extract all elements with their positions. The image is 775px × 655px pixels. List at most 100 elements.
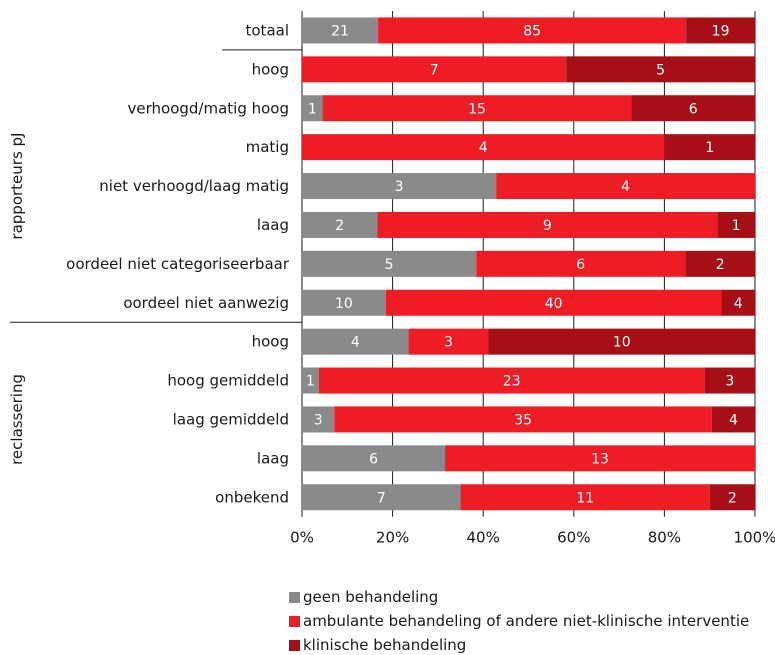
bar-segment [385, 289, 722, 316]
bar-value-label: 40 [545, 296, 563, 312]
bar-value-label: 10 [613, 335, 631, 351]
bar-segment [377, 211, 718, 238]
bar-value-label: 4 [351, 335, 360, 351]
x-tick-label: 100% [734, 529, 775, 547]
bar-segment [685, 250, 755, 277]
bar-value-label: 2 [335, 218, 344, 234]
x-tick-label: 20% [376, 529, 409, 547]
category-label: hoog [252, 333, 289, 351]
bar-value-label: 4 [734, 296, 743, 312]
x-tick-label: 80% [648, 529, 681, 547]
legend-swatch-ambulante-behandeling [289, 616, 300, 627]
legend-item-geen-behandeling: geen behandeling [289, 587, 438, 607]
bar-value-label: 3 [444, 335, 453, 351]
bar-segment [302, 134, 665, 161]
legend-label-ambulante-behandeling: ambulante behandeling of andere niet-kli… [303, 612, 750, 630]
legend-item-klinische-behandeling: klinische behandeling [289, 635, 466, 655]
bar-segment [302, 56, 567, 83]
bar-segment [717, 211, 755, 238]
x-tick-label: 40% [467, 529, 500, 547]
bar-segment [408, 328, 489, 355]
legend-item-ambulante-behandeling: ambulante behandeling of andere niet-kli… [289, 611, 749, 631]
bar-segment [721, 289, 755, 316]
legend-label-geen-behandeling: geen behandeling [303, 588, 439, 606]
bar-segment [709, 484, 755, 511]
bar-segment [302, 250, 477, 277]
bar-value-label: 5 [385, 257, 394, 273]
bar-value-label: 35 [514, 412, 532, 428]
category-label: oordeel niet aanwezig [123, 294, 289, 312]
bar-segment [378, 17, 687, 44]
bar-segment [476, 250, 686, 277]
legend-swatch-klinische-behandeling [289, 640, 300, 651]
bar-segment [445, 445, 755, 472]
bar-value-label: 11 [576, 490, 594, 506]
category-label: onbekend [215, 488, 289, 506]
bar-value-label: 4 [729, 412, 738, 428]
category-label: laag [257, 216, 289, 234]
bar-segment [488, 328, 755, 355]
bar-segment [302, 17, 379, 44]
group-label: rapporteurs pJ [8, 133, 26, 240]
bar-segment [302, 367, 319, 394]
bar-value-label: 23 [503, 374, 521, 390]
category-label: laag gemiddeld [173, 410, 289, 428]
x-tick-label: 0% [290, 529, 314, 547]
bar-value-label: 4 [621, 179, 630, 195]
category-label: hoog [252, 60, 289, 78]
bar-value-label: 3 [725, 374, 734, 390]
bar-segment [322, 95, 632, 122]
legend-swatch-geen-behandeling [289, 592, 300, 603]
category-label: totaal [246, 21, 290, 39]
bar-segment [460, 484, 710, 511]
bar-segment [302, 289, 386, 316]
bar-value-label: 10 [335, 296, 353, 312]
bar-segment [302, 211, 378, 238]
bar-value-label: 9 [543, 218, 552, 234]
bar-value-label: 85 [523, 23, 541, 39]
legend-label-klinische-behandeling: klinische behandeling [303, 636, 467, 654]
bar-segment [302, 95, 323, 122]
bar-value-label: 7 [430, 62, 439, 78]
bar-value-label: 2 [728, 490, 737, 506]
bar-segment [686, 17, 755, 44]
bar-value-label: 21 [331, 23, 349, 39]
bar-value-label: 1 [306, 374, 315, 390]
category-label: niet verhoogd/laag matig [99, 177, 289, 195]
bar-segment [664, 134, 755, 161]
category-label: laag [257, 449, 289, 467]
bar-value-label: 4 [479, 140, 488, 156]
category-label: oordeel niet categoriseerbaar [66, 255, 290, 273]
bar-value-label: 1 [308, 101, 317, 117]
bar-value-label: 15 [468, 101, 486, 117]
bar-segment [566, 56, 755, 83]
category-label: hoog gemiddeld [167, 372, 289, 390]
bar-segment [318, 367, 705, 394]
bar-value-label: 3 [395, 179, 404, 195]
bar-segment [704, 367, 755, 394]
bar-segment [302, 406, 335, 433]
bar-value-label: 19 [712, 23, 730, 39]
bar-segment [631, 95, 755, 122]
bar-segment [302, 328, 409, 355]
bar-segment [302, 445, 446, 472]
bar-segment [711, 406, 755, 433]
bar-value-label: 6 [689, 101, 698, 117]
bar-segment [334, 406, 712, 433]
bar-value-label: 3 [314, 412, 323, 428]
bar-value-label: 6 [369, 451, 378, 467]
group-label: reclassering [8, 374, 26, 465]
bar-value-label: 7 [377, 490, 386, 506]
bar-value-label: 2 [716, 257, 725, 273]
bar-value-label: 1 [705, 140, 714, 156]
bar-value-label: 6 [576, 257, 585, 273]
bar-value-label: 5 [656, 62, 665, 78]
bar-segment [496, 173, 755, 200]
bar-segment [302, 484, 461, 511]
bar-value-label: 13 [591, 451, 609, 467]
category-label: matig [246, 138, 289, 156]
x-tick-label: 60% [557, 529, 590, 547]
bar-value-label: 1 [732, 218, 741, 234]
bar-segment [302, 173, 497, 200]
